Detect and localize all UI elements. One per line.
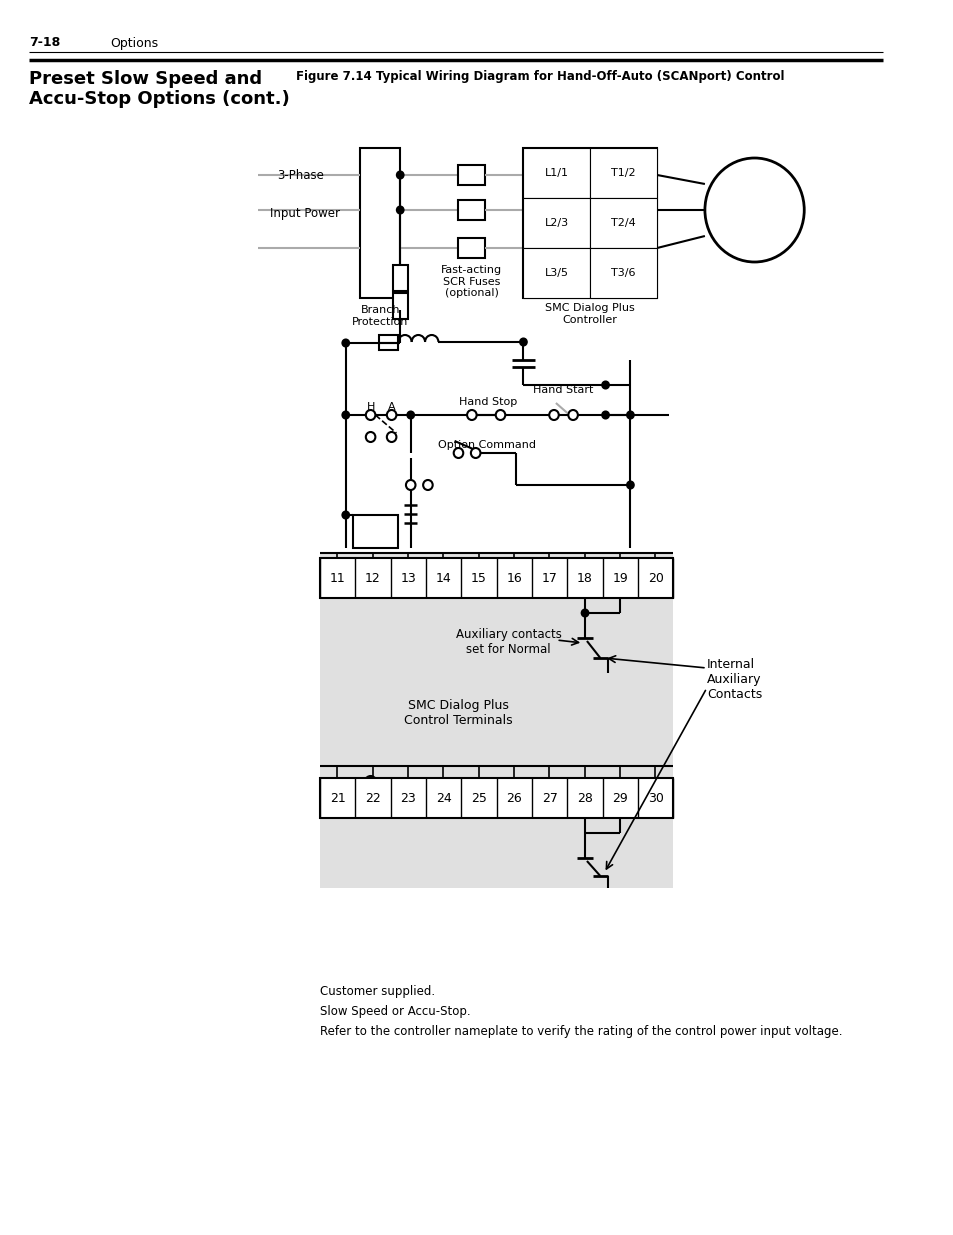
Text: 19: 19 bbox=[612, 572, 628, 584]
Circle shape bbox=[342, 511, 349, 519]
Text: T2/4: T2/4 bbox=[611, 219, 636, 228]
Text: 29: 29 bbox=[612, 792, 628, 804]
Bar bbox=[458, 200, 485, 220]
Text: 14: 14 bbox=[436, 572, 451, 584]
Bar bbox=[319, 553, 673, 888]
Circle shape bbox=[406, 480, 416, 490]
Text: Option Command: Option Command bbox=[437, 440, 536, 450]
Circle shape bbox=[581, 610, 588, 616]
Text: 21: 21 bbox=[330, 792, 345, 804]
Circle shape bbox=[496, 410, 505, 420]
Text: 22: 22 bbox=[365, 792, 380, 804]
Text: 15: 15 bbox=[471, 572, 486, 584]
Text: 7-18: 7-18 bbox=[29, 37, 60, 49]
Text: L2/3: L2/3 bbox=[544, 219, 568, 228]
Text: Hand Start: Hand Start bbox=[533, 385, 593, 395]
Bar bbox=[393, 266, 408, 291]
Bar bbox=[523, 198, 590, 248]
Text: A: A bbox=[388, 403, 395, 412]
Bar bbox=[523, 148, 590, 198]
Text: Accu-Stop Options (cont.): Accu-Stop Options (cont.) bbox=[29, 90, 289, 107]
Text: Customer supplied.: Customer supplied. bbox=[319, 986, 435, 998]
Text: Figure 7.14 Typical Wiring Diagram for Hand-Off-Auto (SCANport) Control: Figure 7.14 Typical Wiring Diagram for H… bbox=[295, 70, 783, 83]
Text: Branch
Protection: Branch Protection bbox=[352, 305, 408, 326]
Circle shape bbox=[386, 432, 396, 442]
Text: 23: 23 bbox=[400, 792, 416, 804]
Text: 25: 25 bbox=[471, 792, 486, 804]
Circle shape bbox=[396, 206, 403, 214]
Text: T3/6: T3/6 bbox=[611, 268, 636, 278]
Text: 18: 18 bbox=[577, 572, 593, 584]
Text: 28: 28 bbox=[577, 792, 593, 804]
Text: Preset Slow Speed and: Preset Slow Speed and bbox=[29, 70, 261, 88]
Circle shape bbox=[386, 410, 396, 420]
Text: H: H bbox=[366, 403, 375, 412]
Bar bbox=[458, 238, 485, 258]
Bar bbox=[590, 148, 657, 198]
Text: SMC Dialog Plus
Control Terminals: SMC Dialog Plus Control Terminals bbox=[404, 699, 513, 727]
Text: 11: 11 bbox=[330, 572, 345, 584]
Text: 12: 12 bbox=[365, 572, 380, 584]
Circle shape bbox=[467, 410, 476, 420]
Text: Input Power: Input Power bbox=[270, 207, 340, 220]
Text: T1/2: T1/2 bbox=[611, 168, 636, 178]
Circle shape bbox=[423, 480, 433, 490]
Text: L3/5: L3/5 bbox=[544, 268, 568, 278]
Text: Internal
Auxiliary
Contacts: Internal Auxiliary Contacts bbox=[706, 658, 761, 701]
Bar bbox=[319, 778, 673, 818]
Circle shape bbox=[471, 448, 480, 458]
Text: L1/1: L1/1 bbox=[544, 168, 568, 178]
Circle shape bbox=[601, 382, 608, 389]
Circle shape bbox=[568, 410, 578, 420]
Text: 13: 13 bbox=[400, 572, 416, 584]
Circle shape bbox=[601, 411, 608, 419]
Circle shape bbox=[365, 410, 375, 420]
Bar bbox=[378, 335, 398, 350]
Text: M: M bbox=[743, 198, 764, 222]
Text: 26: 26 bbox=[506, 792, 521, 804]
Bar bbox=[590, 198, 657, 248]
Circle shape bbox=[454, 448, 463, 458]
Text: Refer to the controller nameplate to verify the rating of the control power inpu: Refer to the controller nameplate to ver… bbox=[319, 1025, 841, 1037]
Text: Slow Speed or Accu-Stop.: Slow Speed or Accu-Stop. bbox=[319, 1005, 470, 1018]
Bar bbox=[458, 165, 485, 185]
Bar bbox=[353, 515, 398, 548]
Circle shape bbox=[342, 340, 349, 347]
Bar bbox=[393, 293, 408, 319]
Text: 20: 20 bbox=[647, 572, 663, 584]
Text: 24: 24 bbox=[436, 792, 451, 804]
Text: 16: 16 bbox=[506, 572, 521, 584]
Circle shape bbox=[365, 432, 375, 442]
Circle shape bbox=[396, 172, 403, 179]
Text: Options: Options bbox=[110, 37, 158, 49]
Text: 3-Phase: 3-Phase bbox=[276, 169, 323, 182]
Circle shape bbox=[519, 338, 526, 346]
Circle shape bbox=[626, 482, 633, 489]
Bar bbox=[523, 248, 590, 298]
Text: 30: 30 bbox=[647, 792, 663, 804]
Text: Hand Stop: Hand Stop bbox=[458, 396, 517, 408]
Circle shape bbox=[626, 411, 633, 419]
Bar bbox=[590, 248, 657, 298]
Circle shape bbox=[704, 158, 803, 262]
Bar bbox=[523, 148, 657, 298]
Text: 17: 17 bbox=[541, 572, 558, 584]
Text: 27: 27 bbox=[541, 792, 558, 804]
Circle shape bbox=[407, 411, 414, 419]
Text: Fast-acting
SCR Fuses
(optional): Fast-acting SCR Fuses (optional) bbox=[441, 266, 502, 298]
Bar bbox=[359, 148, 400, 298]
Circle shape bbox=[342, 411, 349, 419]
Text: Auxiliary contacts
set for Normal: Auxiliary contacts set for Normal bbox=[456, 629, 561, 656]
Bar bbox=[319, 558, 673, 598]
Text: SMC Dialog Plus
Controller: SMC Dialog Plus Controller bbox=[545, 303, 635, 325]
Circle shape bbox=[549, 410, 558, 420]
